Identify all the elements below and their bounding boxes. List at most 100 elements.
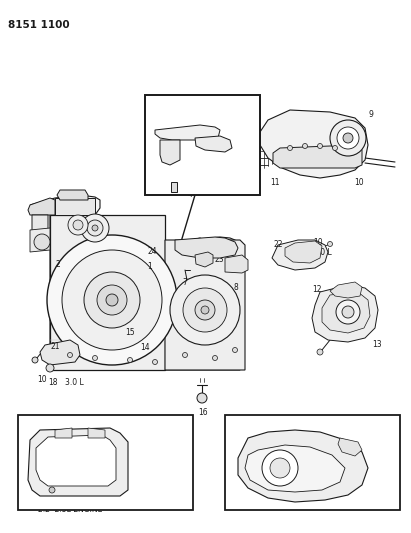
Polygon shape — [312, 285, 378, 342]
Text: 22: 22 — [273, 240, 282, 249]
Polygon shape — [165, 240, 245, 370]
Circle shape — [330, 120, 366, 156]
Circle shape — [68, 215, 88, 235]
Polygon shape — [36, 435, 116, 486]
Circle shape — [183, 288, 227, 332]
Circle shape — [62, 250, 162, 350]
Text: 2.2  2.5L ENGINE: 2.2 2.5L ENGINE — [38, 505, 102, 514]
Text: 10: 10 — [354, 178, 364, 187]
Circle shape — [197, 393, 207, 403]
Polygon shape — [30, 195, 240, 370]
Text: 3.0 L ENGINE: 3.0 L ENGINE — [268, 420, 318, 429]
Text: 20: 20 — [35, 493, 45, 502]
Text: 10: 10 — [37, 375, 46, 384]
Text: 8: 8 — [233, 283, 238, 292]
Polygon shape — [195, 252, 213, 267]
Text: 9: 9 — [368, 110, 373, 119]
Circle shape — [87, 220, 103, 236]
Text: 23: 23 — [214, 255, 224, 264]
Polygon shape — [322, 292, 370, 333]
Text: 16: 16 — [198, 408, 208, 417]
Text: 1: 1 — [147, 262, 152, 271]
Circle shape — [47, 235, 177, 365]
Text: 10: 10 — [313, 238, 323, 247]
Circle shape — [92, 356, 97, 360]
Text: 14: 14 — [140, 343, 150, 352]
Text: 18: 18 — [48, 378, 58, 387]
Circle shape — [262, 450, 298, 486]
Circle shape — [270, 458, 290, 478]
Polygon shape — [30, 228, 50, 252]
Text: 21: 21 — [50, 342, 60, 351]
Circle shape — [343, 133, 353, 143]
Circle shape — [49, 487, 55, 493]
Polygon shape — [330, 282, 362, 298]
Text: 12: 12 — [312, 285, 321, 294]
Text: 7: 7 — [182, 278, 187, 287]
Polygon shape — [57, 190, 88, 200]
Text: 3: 3 — [227, 265, 232, 274]
Text: 13: 13 — [372, 340, 382, 349]
Circle shape — [332, 146, 337, 150]
Bar — [145, 95, 260, 195]
Polygon shape — [272, 240, 328, 270]
Bar — [18, 415, 193, 510]
Circle shape — [127, 358, 132, 362]
Text: 24: 24 — [147, 247, 157, 256]
Circle shape — [288, 146, 293, 150]
Circle shape — [182, 352, 187, 358]
Polygon shape — [55, 428, 72, 438]
Polygon shape — [285, 241, 322, 263]
Polygon shape — [160, 140, 180, 165]
Circle shape — [233, 348, 238, 352]
Text: 3: 3 — [162, 115, 167, 124]
Circle shape — [34, 234, 50, 250]
Polygon shape — [28, 428, 128, 496]
Polygon shape — [55, 198, 95, 215]
Polygon shape — [238, 430, 368, 502]
Polygon shape — [32, 215, 48, 235]
Polygon shape — [273, 145, 362, 168]
Circle shape — [92, 225, 98, 231]
Text: 8151 1100: 8151 1100 — [8, 20, 69, 30]
Text: 3.0 L: 3.0 L — [313, 248, 332, 257]
Text: 5: 5 — [228, 152, 233, 161]
Polygon shape — [338, 438, 362, 456]
Polygon shape — [88, 428, 105, 438]
Circle shape — [106, 294, 118, 306]
Text: 19: 19 — [115, 422, 125, 431]
Circle shape — [81, 214, 109, 242]
Circle shape — [152, 359, 157, 365]
Circle shape — [195, 300, 215, 320]
Polygon shape — [245, 445, 345, 492]
Circle shape — [336, 300, 360, 324]
Text: 6: 6 — [222, 128, 227, 137]
Circle shape — [318, 143, 323, 149]
Polygon shape — [28, 198, 55, 215]
Circle shape — [317, 349, 323, 355]
Circle shape — [170, 275, 240, 345]
Circle shape — [337, 127, 359, 149]
Circle shape — [342, 306, 354, 318]
Polygon shape — [40, 340, 80, 365]
Circle shape — [32, 357, 38, 363]
Polygon shape — [260, 110, 368, 178]
Circle shape — [201, 306, 209, 314]
Circle shape — [73, 220, 83, 230]
Circle shape — [212, 356, 217, 360]
Polygon shape — [175, 237, 238, 258]
Text: 3.0 L: 3.0 L — [65, 378, 84, 387]
Circle shape — [67, 352, 72, 358]
Bar — [225, 415, 400, 510]
Text: 17: 17 — [362, 493, 372, 502]
Polygon shape — [195, 136, 232, 152]
Polygon shape — [225, 255, 248, 273]
Bar — [171, 182, 177, 192]
Text: 2: 2 — [55, 260, 60, 269]
Circle shape — [84, 272, 140, 328]
Text: 11: 11 — [270, 178, 279, 187]
Circle shape — [97, 285, 127, 315]
Text: 15: 15 — [125, 328, 135, 337]
Circle shape — [328, 241, 332, 246]
Text: 4: 4 — [187, 190, 192, 199]
